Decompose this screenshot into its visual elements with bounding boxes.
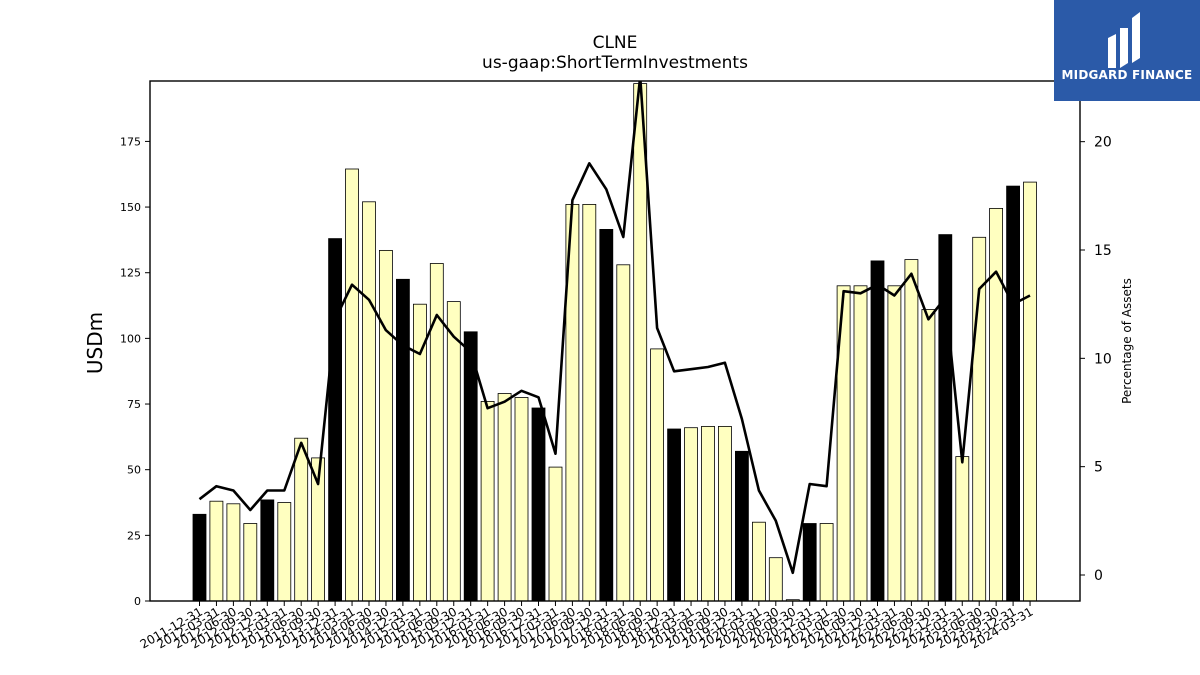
bar [752, 521, 766, 602]
bar [802, 523, 817, 602]
y2-tick-label: 10 [1094, 351, 1112, 367]
y2-tick-label: 0 [1094, 568, 1103, 584]
y-tick-label: 75 [127, 398, 141, 411]
y-tick-label: 100 [120, 332, 141, 345]
bar [955, 456, 970, 602]
bar [463, 331, 478, 602]
bar [853, 285, 868, 602]
bar [921, 309, 936, 602]
bar [650, 348, 664, 602]
bar [395, 278, 410, 602]
bar [514, 397, 529, 602]
y2-tick-label: 20 [1094, 135, 1112, 151]
series-line [198, 81, 1031, 575]
bar [260, 499, 275, 602]
bar [599, 228, 614, 602]
bar [531, 407, 546, 602]
chart-title: CLNE [592, 33, 638, 53]
y2-tick-label: 5 [1094, 460, 1103, 476]
y2-axis-label: Percentage of Assets [1120, 278, 1134, 404]
plot-frame [149, 80, 1081, 602]
bar [938, 234, 953, 602]
bar [701, 425, 715, 602]
bar [446, 301, 461, 602]
y-tick-label: 25 [127, 529, 141, 542]
bar [989, 207, 1003, 602]
bar [768, 557, 783, 602]
y2-tick-label: 15 [1094, 243, 1112, 259]
bar [362, 201, 376, 602]
bar [277, 502, 292, 602]
bar [497, 393, 512, 602]
midgard-logo-icon [1108, 12, 1140, 68]
bar [684, 427, 698, 602]
bar [870, 260, 885, 602]
y-tick-label: 50 [127, 464, 141, 477]
bar [735, 450, 749, 602]
bar [887, 285, 902, 602]
bar [1006, 185, 1020, 602]
bar [209, 500, 224, 602]
bar [480, 400, 495, 602]
bar [667, 428, 681, 602]
brand-logo: MIDGARD FINANCE [1054, 0, 1200, 101]
bar [192, 513, 207, 602]
bar [328, 238, 343, 602]
y-axis-label: USDm [83, 312, 107, 374]
bar [616, 264, 631, 602]
y-tick-label: 125 [120, 267, 141, 280]
bar [1023, 181, 1037, 602]
bar [548, 466, 563, 602]
logo-text: MIDGARD FINANCE [1061, 68, 1193, 82]
y-tick-label: 175 [120, 135, 141, 148]
bar [582, 203, 597, 602]
y-tick-label: 150 [120, 201, 141, 214]
bar [378, 249, 393, 602]
y-tick-label: 0 [134, 595, 141, 608]
bar [243, 523, 258, 602]
bar [718, 425, 732, 602]
bar [294, 437, 309, 602]
bar [412, 303, 427, 602]
bar [819, 523, 834, 602]
bar [904, 259, 919, 602]
chart-subtitle: us-gaap:ShortTermInvestments [482, 53, 748, 73]
bar [226, 503, 241, 602]
bar [345, 168, 359, 602]
